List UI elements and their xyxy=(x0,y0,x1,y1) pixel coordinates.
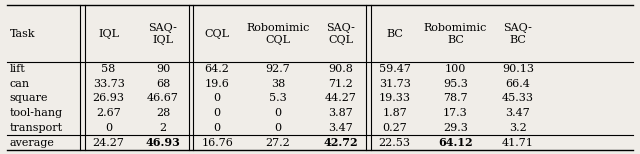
Text: 45.33: 45.33 xyxy=(502,93,534,103)
Text: 29.3: 29.3 xyxy=(443,123,468,133)
Text: 24.27: 24.27 xyxy=(93,138,125,148)
Text: 19.33: 19.33 xyxy=(379,93,411,103)
Text: Robomimic
CQL: Robomimic CQL xyxy=(246,23,310,45)
Text: 3.47: 3.47 xyxy=(506,108,531,118)
Text: 58: 58 xyxy=(102,64,116,74)
Text: IQL: IQL xyxy=(98,29,119,39)
Text: tool-hang: tool-hang xyxy=(10,108,63,118)
Text: can: can xyxy=(10,79,29,89)
Text: Robomimic
BC: Robomimic BC xyxy=(424,23,487,45)
Text: 0: 0 xyxy=(275,108,282,118)
Text: 17.3: 17.3 xyxy=(443,108,468,118)
Text: SAQ-
CQL: SAQ- CQL xyxy=(326,23,355,45)
Text: 26.93: 26.93 xyxy=(93,93,125,103)
Text: 90: 90 xyxy=(156,64,170,74)
Text: 28: 28 xyxy=(156,108,170,118)
Text: 0.27: 0.27 xyxy=(382,123,407,133)
Text: SAQ-
IQL: SAQ- IQL xyxy=(148,23,177,45)
Text: 0: 0 xyxy=(105,123,112,133)
Text: 31.73: 31.73 xyxy=(379,79,411,89)
Text: 2.67: 2.67 xyxy=(96,108,121,118)
Text: 3.87: 3.87 xyxy=(328,108,353,118)
Text: CQL: CQL xyxy=(205,29,230,39)
Text: 27.2: 27.2 xyxy=(266,138,290,148)
Text: lift: lift xyxy=(10,64,26,74)
Text: 38: 38 xyxy=(271,79,285,89)
Text: 2: 2 xyxy=(159,123,166,133)
Text: average: average xyxy=(10,138,54,148)
Text: 19.6: 19.6 xyxy=(205,79,230,89)
Text: 16.76: 16.76 xyxy=(201,138,233,148)
Text: 64.2: 64.2 xyxy=(205,64,230,74)
Text: 46.67: 46.67 xyxy=(147,93,179,103)
Text: 0: 0 xyxy=(214,123,221,133)
Text: 42.72: 42.72 xyxy=(323,137,358,148)
Text: 1.87: 1.87 xyxy=(382,108,407,118)
Text: 0: 0 xyxy=(214,93,221,103)
Text: 41.71: 41.71 xyxy=(502,138,534,148)
Text: 64.12: 64.12 xyxy=(438,137,473,148)
Text: Task: Task xyxy=(10,29,35,39)
Text: 44.27: 44.27 xyxy=(324,93,356,103)
Text: 3.2: 3.2 xyxy=(509,123,527,133)
Text: 71.2: 71.2 xyxy=(328,79,353,89)
Text: BC: BC xyxy=(387,29,403,39)
Text: 66.4: 66.4 xyxy=(506,79,531,89)
Text: square: square xyxy=(10,93,48,103)
Text: SAQ-
BC: SAQ- BC xyxy=(504,23,532,45)
Text: 22.53: 22.53 xyxy=(379,138,411,148)
Text: 95.3: 95.3 xyxy=(443,79,468,89)
Text: 90.13: 90.13 xyxy=(502,64,534,74)
Text: 0: 0 xyxy=(275,123,282,133)
Text: 3.47: 3.47 xyxy=(328,123,353,133)
Text: 59.47: 59.47 xyxy=(379,64,411,74)
Text: 5.3: 5.3 xyxy=(269,93,287,103)
Text: 92.7: 92.7 xyxy=(266,64,290,74)
Text: 33.73: 33.73 xyxy=(93,79,125,89)
Text: 68: 68 xyxy=(156,79,170,89)
Text: 78.7: 78.7 xyxy=(443,93,468,103)
Text: 100: 100 xyxy=(445,64,466,74)
Text: 46.93: 46.93 xyxy=(145,137,180,148)
Text: 0: 0 xyxy=(214,108,221,118)
Text: 90.8: 90.8 xyxy=(328,64,353,74)
Text: transport: transport xyxy=(10,123,63,133)
